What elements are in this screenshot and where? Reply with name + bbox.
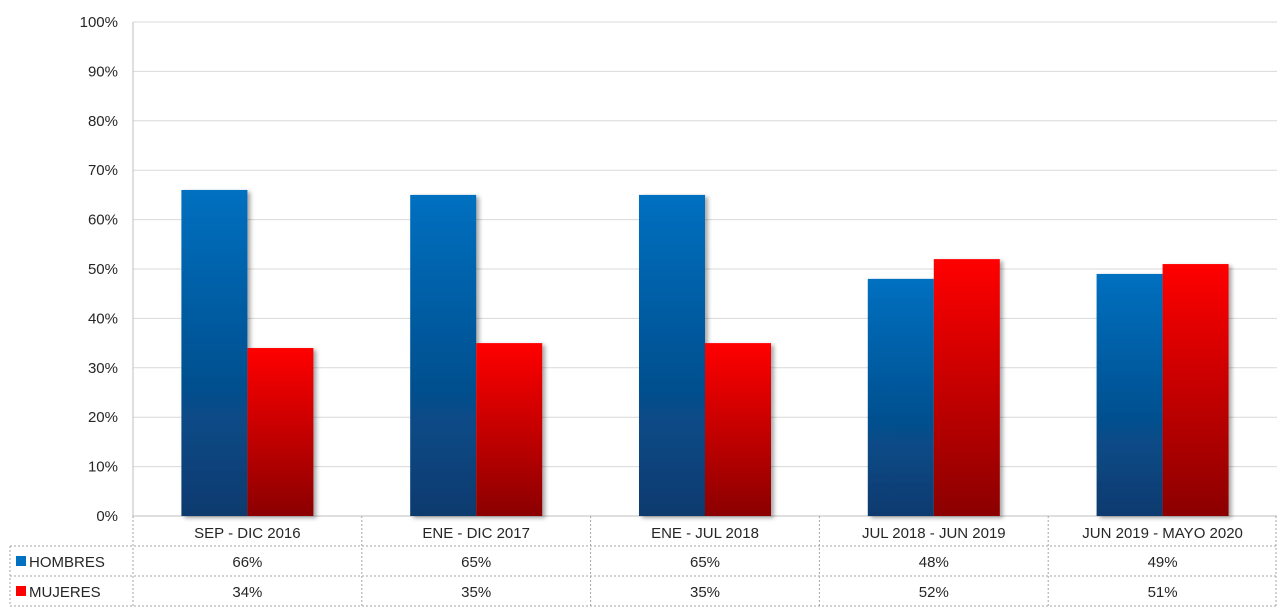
data-table: SEP - DIC 2016 ENE - DIC 2017 ENE - JUL 20… xyxy=(9,516,1277,607)
bar-hombres xyxy=(639,194,705,516)
bar-hombres xyxy=(410,194,477,516)
bars xyxy=(181,189,1229,516)
data-table-value: 65% xyxy=(461,554,491,571)
bar-mujeres xyxy=(247,348,314,516)
y-tick-label: 10% xyxy=(88,459,118,476)
y-tick-label: 100% xyxy=(80,14,118,31)
bar-mujeres xyxy=(705,343,771,516)
y-axis: 0% 10% 20% 30% 40% 50% 60% 70% 80% 90% 100% xyxy=(80,14,1277,525)
y-tick-label: 80% xyxy=(88,113,118,130)
data-table-value: 65% xyxy=(690,554,720,571)
data-table-value: 35% xyxy=(690,584,720,601)
bar-hombres xyxy=(1096,273,1163,516)
data-table-value: 34% xyxy=(232,584,262,601)
x-tick-label: JUL 2018 - JUN 2019 xyxy=(862,525,1006,542)
legend-label: MUJERES xyxy=(29,584,101,601)
data-table-value: 48% xyxy=(919,554,949,571)
bar-mujeres xyxy=(1162,264,1229,516)
y-tick-label: 40% xyxy=(88,310,118,327)
y-tick-label: 30% xyxy=(88,360,118,377)
bar-hombres xyxy=(867,278,934,516)
bar-mujeres xyxy=(476,343,543,516)
x-tick-label: ENE - DIC 2017 xyxy=(422,525,530,542)
y-tick-label: 90% xyxy=(88,63,118,80)
y-tick-label: 0% xyxy=(96,508,118,525)
y-tick-label: 50% xyxy=(88,261,118,278)
data-table-value: 49% xyxy=(1148,554,1178,571)
legend-swatch-hombres xyxy=(16,556,26,566)
legend-swatch-mujeres xyxy=(16,586,26,596)
y-tick-label: 70% xyxy=(88,162,118,179)
x-tick-label: SEP - DIC 2016 xyxy=(194,525,300,542)
legend-label: HOMBRES xyxy=(29,554,105,571)
x-tick-label: JUN 2019 - MAYO 2020 xyxy=(1082,525,1243,542)
y-tick-label: 20% xyxy=(88,409,118,426)
data-table-value: 35% xyxy=(461,584,491,601)
x-tick-label: ENE - JUL 2018 xyxy=(651,525,759,542)
data-table-value: 51% xyxy=(1148,584,1178,601)
y-tick-label: 60% xyxy=(88,212,118,229)
data-table-value: 52% xyxy=(919,584,949,601)
data-table-value: 66% xyxy=(232,554,262,571)
bar-mujeres xyxy=(933,259,1000,516)
bar-hombres xyxy=(181,189,248,516)
